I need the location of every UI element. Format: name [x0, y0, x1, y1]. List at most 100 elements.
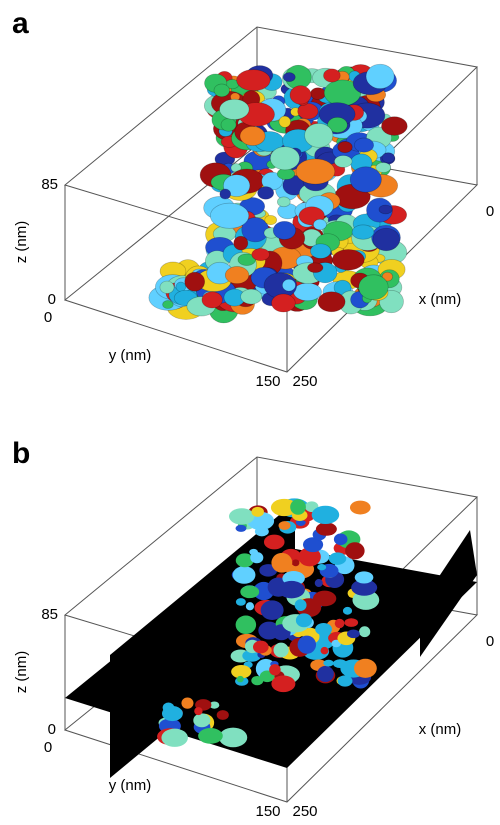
structure-blob — [236, 615, 257, 634]
y-tick-label: 0 — [44, 739, 52, 756]
structure-blob — [279, 116, 291, 127]
structure-blob — [338, 141, 353, 152]
structure-blob — [376, 162, 391, 172]
structure-blob — [350, 167, 381, 193]
x-tick-label: 0 — [486, 203, 494, 220]
structure-blob — [310, 244, 330, 259]
structure-blob — [272, 294, 296, 312]
y-tick-label: 150 — [255, 803, 280, 820]
y-axis-label: y (nm) — [109, 347, 152, 364]
x-tick-label: 0 — [486, 633, 494, 650]
structure-blob — [324, 69, 341, 82]
structure-blob — [246, 602, 254, 610]
y-axis-label: y (nm) — [109, 777, 152, 794]
structure-blob — [258, 187, 274, 200]
structure-blob — [277, 197, 290, 207]
structure-blob — [373, 228, 400, 250]
structure-blob — [241, 289, 262, 304]
structure-blob — [343, 607, 352, 615]
structure-blob — [282, 279, 295, 291]
structure-blob — [193, 713, 210, 727]
structure-blob — [265, 215, 277, 224]
structure-blob — [210, 203, 249, 228]
structure-blob — [250, 552, 263, 563]
z-tick-label: 85 — [41, 606, 58, 623]
structure-blob — [252, 248, 270, 260]
structure-blob — [381, 117, 407, 136]
structure-blob — [315, 623, 332, 635]
structure-blob — [359, 275, 389, 300]
structure-blob — [237, 676, 244, 682]
structure-blob — [292, 559, 299, 566]
structure-blob — [198, 728, 223, 744]
structure-blob — [310, 88, 325, 100]
structure-blob — [312, 506, 340, 524]
structure-blob — [354, 138, 373, 152]
structure-blob — [219, 728, 247, 748]
structure-blob — [293, 283, 321, 301]
z-axis-label: z (nm) — [13, 651, 30, 694]
structure-blob — [214, 84, 230, 97]
structure-blob — [366, 64, 394, 88]
structure-blob — [345, 542, 364, 559]
structure-blob — [334, 534, 348, 546]
figure: az (nm)y (nm)x (nm)85001500250bz (nm)y (… — [0, 0, 500, 825]
structure-blob — [313, 219, 326, 230]
structure-blob — [253, 641, 269, 654]
structure-blob — [161, 729, 188, 747]
structure-blob — [162, 706, 183, 721]
x-axis-label: x (nm) — [419, 291, 462, 308]
structure-blob — [334, 155, 352, 167]
structure-blob — [273, 221, 296, 239]
x-tick-label: 250 — [292, 803, 317, 820]
structure-blob — [379, 205, 392, 214]
structure-blob — [181, 697, 193, 708]
structure-blob — [163, 301, 174, 309]
structure-blob — [237, 70, 271, 91]
structure-blob — [270, 147, 299, 170]
x-tick-label: 250 — [292, 373, 317, 390]
structure-blob — [202, 292, 222, 308]
structure-blob — [382, 153, 395, 163]
structure-blob — [296, 613, 312, 627]
y-tick-label: 0 — [44, 309, 52, 326]
x-axis-label: x (nm) — [419, 721, 462, 738]
structure-blob — [185, 272, 205, 291]
structure-blob — [160, 281, 174, 293]
structure-blob — [317, 564, 326, 570]
structure-blob — [221, 118, 236, 131]
structure-blob — [305, 123, 333, 147]
structure-blob — [240, 586, 259, 599]
structure-blob — [317, 666, 334, 682]
structure-blob — [278, 581, 305, 598]
structure-blob — [269, 664, 280, 675]
structure-blob — [318, 292, 345, 312]
structure-blob — [271, 676, 295, 693]
structure-blob — [329, 552, 346, 564]
structure-blob — [236, 598, 246, 606]
y-tick-label: 150 — [255, 373, 280, 390]
structure-blob — [194, 707, 202, 715]
structure-blob — [316, 522, 337, 535]
structure-blob — [321, 647, 329, 655]
structure-blob — [220, 189, 231, 199]
structure-blob — [323, 660, 333, 667]
structure-blob — [298, 636, 316, 654]
structure-blob — [344, 618, 358, 627]
structure-blob — [359, 626, 370, 637]
structure-blob — [279, 521, 291, 530]
structure-blob — [355, 571, 374, 583]
structure-blob — [217, 710, 229, 720]
z-tick-label: 0 — [48, 291, 56, 308]
structure-blob — [271, 553, 292, 573]
z-tick-label: 85 — [41, 176, 58, 193]
structure-blob — [234, 236, 248, 250]
structure-blob — [290, 86, 311, 104]
structure-blob — [298, 103, 318, 119]
panel-label: b — [12, 437, 30, 470]
structure-blob — [233, 566, 256, 584]
structure-blob — [350, 501, 371, 515]
structure-blob — [261, 600, 284, 620]
structure-blob — [290, 499, 306, 515]
